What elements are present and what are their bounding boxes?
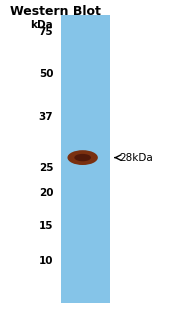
Text: kDa: kDa bbox=[30, 20, 53, 30]
Text: 37: 37 bbox=[39, 112, 53, 122]
Text: Western Blot: Western Blot bbox=[10, 5, 100, 18]
Text: 10: 10 bbox=[39, 256, 53, 266]
Text: 25: 25 bbox=[39, 163, 53, 173]
Text: 15: 15 bbox=[39, 221, 53, 231]
Text: 20: 20 bbox=[39, 188, 53, 198]
Bar bbox=[61, 15, 110, 303]
Ellipse shape bbox=[67, 150, 98, 165]
Text: 75: 75 bbox=[39, 28, 53, 37]
Text: 50: 50 bbox=[39, 69, 53, 79]
Ellipse shape bbox=[74, 154, 91, 161]
Text: 28kDa: 28kDa bbox=[120, 153, 154, 163]
